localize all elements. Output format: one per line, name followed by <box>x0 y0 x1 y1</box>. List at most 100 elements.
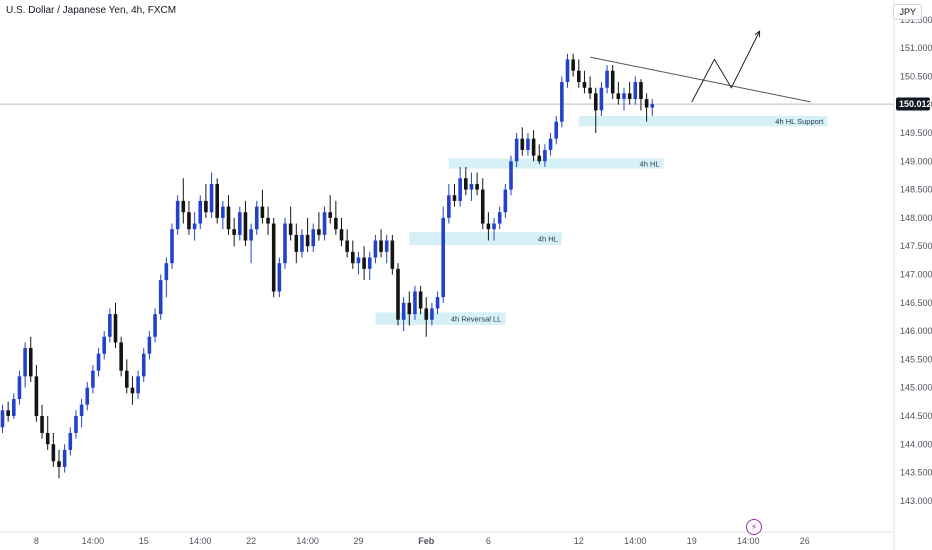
candle <box>192 212 197 241</box>
zone-3[interactable] <box>375 312 506 325</box>
candle <box>153 308 157 343</box>
candle <box>435 291 440 315</box>
zone-1[interactable] <box>448 158 664 169</box>
y-tick-label: 146.000 <box>900 326 932 336</box>
x-tick-label: 6 <box>486 536 491 546</box>
zone-0[interactable] <box>578 116 828 127</box>
candle <box>232 217 236 247</box>
candle <box>390 234 395 275</box>
currency-label[interactable]: JPY <box>893 4 922 20</box>
candle <box>413 285 417 320</box>
candle <box>283 217 287 269</box>
y-tick-label: 149.500 <box>900 128 932 138</box>
candle-body <box>209 183 214 213</box>
projection-path[interactable] <box>691 30 761 103</box>
candle-body <box>537 155 542 162</box>
candle-body <box>130 387 135 394</box>
candle-body <box>204 200 208 213</box>
y-tick-label: 145.500 <box>900 354 932 364</box>
candle-body <box>435 297 440 309</box>
candle <box>322 206 327 241</box>
candle-body <box>627 93 632 100</box>
candle-body <box>85 387 90 405</box>
y-tick-label: 148.000 <box>900 213 932 223</box>
candle-body <box>401 302 406 320</box>
candle <box>565 53 570 88</box>
candle <box>181 178 186 224</box>
y-tick-label: 147.500 <box>900 241 932 251</box>
candle-body <box>28 348 33 377</box>
candle-body <box>644 99 649 108</box>
candle-body <box>277 263 282 292</box>
x-tick-label: 14:00 <box>737 536 760 546</box>
candle-body <box>469 183 474 190</box>
candle <box>520 127 525 156</box>
lightning-icon[interactable]: ⚡ <box>746 519 762 535</box>
candle-body <box>249 229 253 241</box>
candle <box>345 229 349 258</box>
candle <box>57 449 61 479</box>
current-price-tag: 150.012 <box>896 97 932 111</box>
candle <box>249 223 253 264</box>
candle-body <box>441 217 445 298</box>
candle-body <box>475 183 479 190</box>
price-axis[interactable]: 151.500151.000150.500150.000149.500149.0… <box>900 15 932 506</box>
candle <box>464 166 468 196</box>
candle <box>639 79 643 111</box>
candle <box>51 432 56 467</box>
candle <box>187 200 191 235</box>
candle-body <box>531 138 536 156</box>
candle-body <box>119 342 123 371</box>
time-axis[interactable]: 8 14:00 15 14:00 22 14:00 29 Feb 6 12 14:00 19 14:00… <box>34 536 810 546</box>
candle-body <box>221 206 225 218</box>
candle <box>379 229 383 258</box>
candle-body <box>560 82 564 122</box>
y-tick-label: 145.000 <box>900 383 932 393</box>
candle-body <box>108 314 112 337</box>
candle-body <box>102 336 106 354</box>
candle <box>141 348 146 383</box>
candle <box>34 365 39 422</box>
candle <box>571 53 575 77</box>
candle-body <box>125 370 129 388</box>
x-tick-label: 29 <box>353 536 363 546</box>
candle <box>158 274 163 320</box>
y-tick-label: 149.000 <box>900 156 932 166</box>
candle <box>334 200 338 235</box>
candle-body <box>339 229 344 241</box>
candle-body <box>175 200 180 230</box>
candle-body <box>322 212 327 235</box>
candle-body <box>464 178 468 190</box>
candle <box>560 76 564 128</box>
y-tick-label: 150.500 <box>900 71 932 81</box>
candle <box>537 144 542 165</box>
candle-body <box>170 229 174 264</box>
zone-2[interactable] <box>409 232 562 246</box>
candle-body <box>362 257 366 269</box>
candle <box>221 200 225 230</box>
candle-body <box>158 280 163 315</box>
trendline[interactable] <box>590 56 811 103</box>
candle <box>170 223 174 269</box>
candle <box>294 223 299 264</box>
candle <box>96 348 101 377</box>
chart-title: U.S. Dollar / Japanese Yen, 4h, FXCM <box>6 5 177 16</box>
candle <box>74 410 78 439</box>
candle <box>62 444 67 473</box>
candle <box>277 257 282 298</box>
candle <box>599 82 604 117</box>
candle <box>45 415 50 450</box>
zone-label-2: 4h HL <box>538 235 558 244</box>
candle <box>503 183 508 218</box>
candle <box>6 401 10 422</box>
candle-body <box>317 229 321 235</box>
candle <box>288 206 293 241</box>
x-tick-label: 15 <box>139 536 149 546</box>
candle-body <box>74 415 78 433</box>
y-tick-label: 146.500 <box>900 298 932 308</box>
candle <box>175 195 180 235</box>
candle <box>12 393 16 419</box>
candle-body <box>153 314 157 337</box>
x-tick-label: 14:00 <box>189 536 212 546</box>
